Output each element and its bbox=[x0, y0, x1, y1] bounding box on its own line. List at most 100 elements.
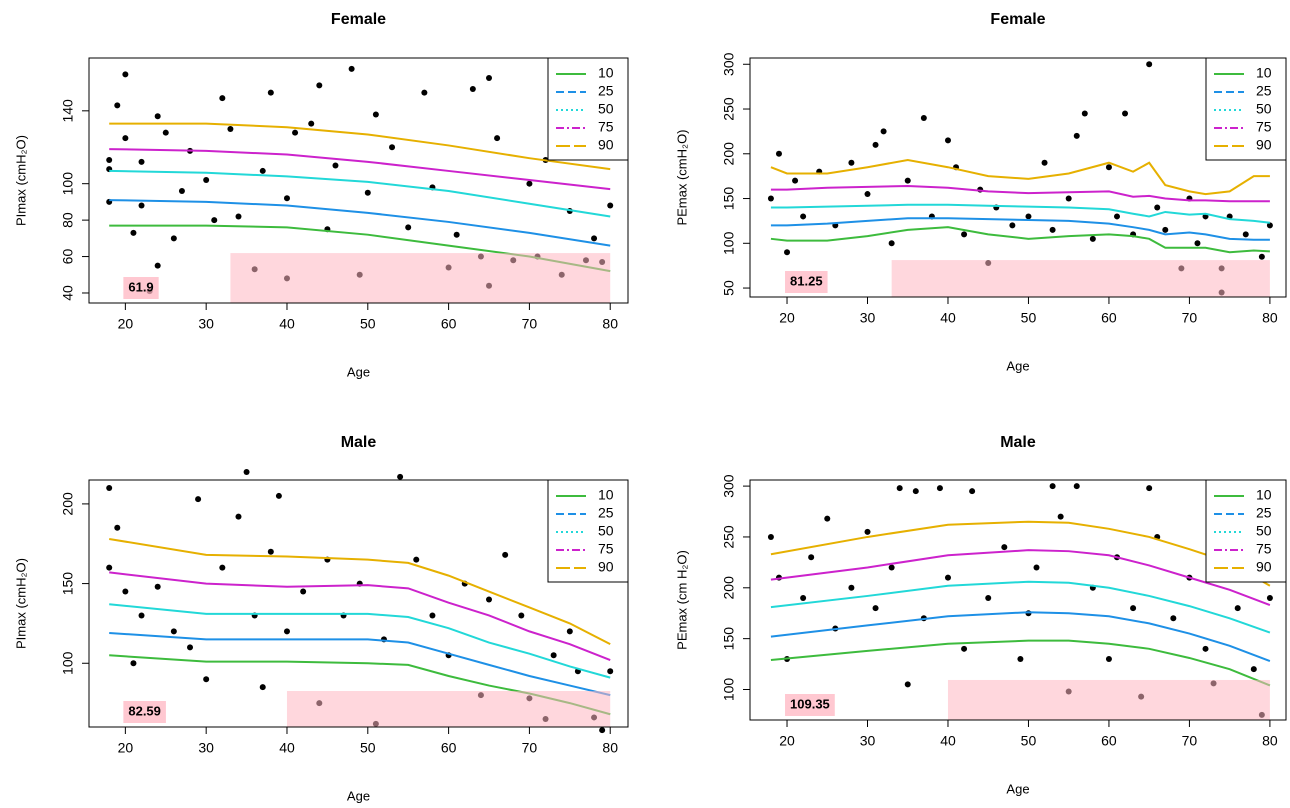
data-point bbox=[1049, 483, 1056, 490]
x-tick-label: 30 bbox=[198, 740, 214, 756]
x-axis-label: Age bbox=[347, 364, 370, 379]
data-point bbox=[566, 628, 573, 635]
data-point bbox=[348, 65, 355, 72]
percentile-curve bbox=[770, 226, 1270, 254]
data-point bbox=[872, 141, 879, 148]
data-point bbox=[211, 217, 218, 224]
x-tick-label: 70 bbox=[522, 316, 538, 332]
legend-label: 10 bbox=[1256, 487, 1272, 503]
data-point bbox=[1146, 485, 1153, 492]
data-point bbox=[486, 596, 493, 603]
x-tick-label: 50 bbox=[360, 740, 376, 756]
data-point bbox=[767, 195, 774, 202]
threshold-region bbox=[891, 260, 1270, 297]
data-point bbox=[203, 676, 210, 683]
percentile-curve bbox=[109, 148, 611, 191]
data-point bbox=[138, 202, 145, 209]
data-point bbox=[122, 588, 129, 595]
threshold-label-box bbox=[123, 277, 159, 299]
legend-label: 90 bbox=[598, 559, 614, 575]
data-point bbox=[138, 158, 145, 165]
x-tick-label: 80 bbox=[1262, 733, 1278, 749]
data-point bbox=[920, 114, 927, 121]
plot-frame bbox=[749, 57, 1287, 298]
data-point bbox=[308, 120, 315, 127]
data-point bbox=[1250, 666, 1257, 673]
threshold-region bbox=[286, 691, 611, 727]
percentile-curve bbox=[109, 603, 611, 679]
data-point bbox=[864, 191, 871, 198]
data-point bbox=[961, 645, 968, 652]
data-point bbox=[1017, 655, 1024, 662]
legend-label: 50 bbox=[1256, 101, 1272, 117]
data-point bbox=[880, 128, 887, 135]
legend-label: 25 bbox=[1256, 83, 1272, 99]
data-point bbox=[187, 644, 194, 651]
x-axis-label: Age bbox=[347, 788, 370, 803]
data-point bbox=[792, 177, 799, 184]
data-point bbox=[1105, 164, 1112, 171]
data-point bbox=[397, 473, 404, 480]
x-axis-label: Age bbox=[1006, 358, 1029, 373]
legend-label: 50 bbox=[1256, 523, 1272, 539]
data-point bbox=[1033, 564, 1040, 571]
threshold-region bbox=[230, 253, 611, 303]
data-point bbox=[494, 135, 501, 142]
data-point bbox=[888, 240, 895, 247]
data-point bbox=[1081, 110, 1088, 117]
data-point bbox=[848, 584, 855, 591]
threshold-label-box bbox=[785, 271, 828, 293]
y-tick-label: 150 bbox=[721, 187, 737, 211]
data-point bbox=[267, 89, 274, 96]
chart-title: Male bbox=[341, 434, 377, 451]
x-tick-label: 80 bbox=[602, 740, 618, 756]
data-point bbox=[275, 492, 282, 499]
x-tick-label: 50 bbox=[1021, 733, 1037, 749]
data-point bbox=[178, 187, 185, 194]
y-tick-label: 100 bbox=[60, 172, 76, 196]
data-point bbox=[1170, 615, 1177, 622]
data-point bbox=[203, 177, 210, 184]
data-point bbox=[259, 684, 266, 691]
data-point bbox=[130, 660, 137, 667]
x-tick-label: 20 bbox=[118, 740, 134, 756]
percentile-curve bbox=[109, 122, 611, 171]
y-tick-label: 200 bbox=[721, 576, 737, 600]
data-point bbox=[1089, 235, 1096, 242]
data-point bbox=[219, 95, 226, 102]
data-point bbox=[235, 213, 242, 220]
y-tick-label: 100 bbox=[721, 231, 737, 255]
legend-label: 10 bbox=[598, 487, 614, 503]
percentile-curve bbox=[109, 537, 611, 646]
x-tick-label: 60 bbox=[1101, 733, 1117, 749]
data-point bbox=[154, 113, 161, 120]
data-point bbox=[1266, 222, 1273, 229]
x-tick-label: 60 bbox=[441, 740, 457, 756]
data-point bbox=[243, 469, 250, 476]
y-tick-label: 150 bbox=[60, 572, 76, 596]
data-point bbox=[1122, 110, 1129, 117]
data-point bbox=[1242, 231, 1249, 238]
percentile-curve bbox=[770, 185, 1270, 203]
percentile-curve bbox=[770, 217, 1270, 241]
data-point bbox=[130, 229, 137, 236]
data-point bbox=[114, 524, 121, 531]
x-tick-label: 30 bbox=[860, 733, 876, 749]
plot-frame bbox=[749, 479, 1287, 721]
y-tick-label: 250 bbox=[721, 97, 737, 121]
percentile-curve bbox=[770, 520, 1271, 587]
percentile-curve bbox=[770, 159, 1270, 196]
data-point bbox=[1162, 226, 1169, 233]
data-point bbox=[106, 484, 113, 491]
threshold-label: 81.25 bbox=[790, 273, 823, 288]
data-point bbox=[429, 612, 436, 619]
data-point bbox=[1146, 61, 1153, 68]
data-point bbox=[154, 583, 161, 590]
chart-title: Female bbox=[990, 11, 1045, 28]
data-point bbox=[486, 75, 493, 82]
data-point bbox=[1073, 132, 1080, 139]
data-point bbox=[154, 262, 161, 269]
data-point bbox=[106, 564, 113, 571]
data-point bbox=[1105, 655, 1112, 662]
